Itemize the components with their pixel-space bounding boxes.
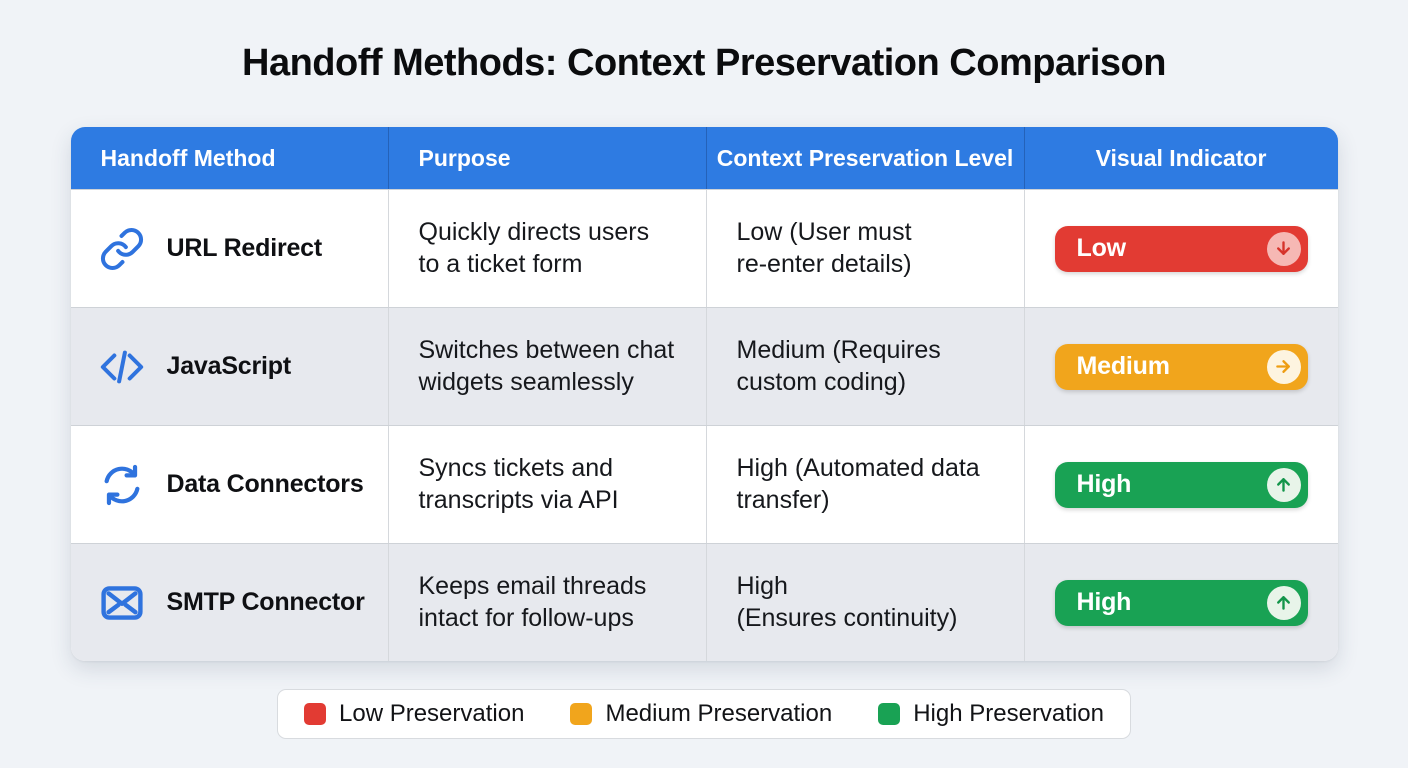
sync-icon: [99, 462, 145, 508]
method-name: SMTP Connector: [166, 588, 365, 616]
mail-icon: [99, 580, 145, 626]
status-badge-high: High: [1054, 579, 1308, 626]
table-row: SMTP Connector Keeps email threads intac…: [70, 543, 1338, 661]
status-badge-high: High: [1054, 461, 1308, 508]
table-row: JavaScript Switches between chat widgets…: [70, 307, 1338, 425]
arrow-down-circle-icon: [1266, 231, 1301, 266]
level-text: High (Automated data transfer): [736, 454, 980, 514]
legend-item-low: Low Preservation: [304, 700, 524, 728]
method-name: Data Connectors: [166, 470, 364, 498]
legend: Low Preservation Medium Preservation Hig…: [0, 689, 1408, 739]
purpose-text: Syncs tickets and transcripts via API: [418, 454, 619, 514]
status-badge-low: Low: [1054, 225, 1308, 272]
legend-item-medium: Medium Preservation: [570, 700, 832, 728]
status-badge-medium: Medium: [1054, 343, 1308, 390]
level-text: Low (User must re-enter details): [736, 218, 912, 278]
method-name: URL Redirect: [166, 234, 323, 262]
legend-label: High Preservation: [913, 700, 1104, 727]
table-row: URL Redirect Quickly directs users to a …: [70, 189, 1338, 307]
table-header-row: Handoff Method Purpose Context Preservat…: [70, 127, 1338, 189]
arrow-up-circle-icon: [1266, 585, 1301, 620]
comparison-table: Handoff Method Purpose Context Preservat…: [70, 127, 1338, 661]
medium-color-swatch: [570, 703, 593, 725]
legend-item-high: High Preservation: [878, 700, 1104, 728]
table-row: Data Connectors Syncs tickets and transc…: [70, 425, 1338, 543]
page-title: Handoff Methods: Context Preservation Co…: [242, 42, 1166, 84]
code-icon: [99, 344, 145, 390]
legend-box: Low Preservation Medium Preservation Hig…: [277, 689, 1131, 739]
header-cell-context-preservation-level: Context Preservation Level: [705, 127, 1024, 189]
legend-label: Low Preservation: [339, 700, 525, 727]
level-text: Medium (Requires custom coding): [736, 336, 941, 396]
arrow-right-circle-icon: [1266, 349, 1301, 384]
badge-label: High: [1076, 470, 1132, 498]
method-name: JavaScript: [166, 352, 292, 380]
arrow-up-circle-icon: [1266, 467, 1301, 502]
link-icon: [99, 226, 145, 272]
legend-label: Medium Preservation: [605, 700, 833, 727]
badge-label: Low: [1076, 234, 1127, 262]
high-color-swatch: [878, 703, 901, 725]
header-cell-visual-indicator: Visual Indicator: [1023, 127, 1338, 189]
badge-label: High: [1076, 588, 1132, 616]
badge-label: Medium: [1076, 352, 1170, 380]
low-color-swatch: [304, 703, 327, 725]
purpose-text: Switches between chat widgets seamlessly: [418, 336, 675, 396]
level-text: High (Ensures continuity): [736, 572, 958, 632]
purpose-text: Quickly directs users to a ticket form: [418, 218, 650, 278]
header-cell-purpose: Purpose: [387, 127, 706, 189]
purpose-text: Keeps email threads intact for follow-up…: [418, 572, 647, 632]
header-cell-handoff-method: Handoff Method: [100, 144, 276, 171]
